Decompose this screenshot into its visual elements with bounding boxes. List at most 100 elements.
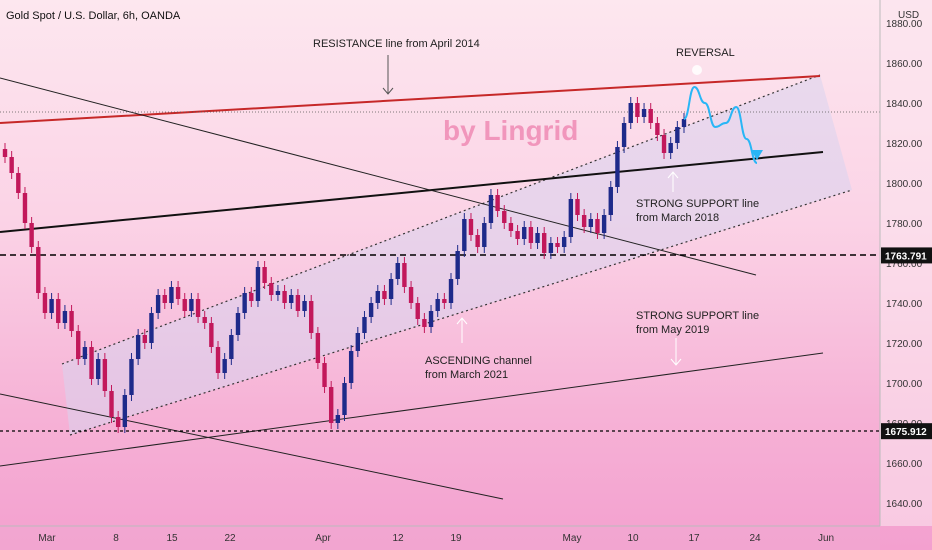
candle-body <box>255 267 261 301</box>
candle-body <box>309 301 314 333</box>
price-marker-label: 1763.791 <box>885 251 927 262</box>
annotation-channel-line1: ASCENDING channel <box>425 355 532 367</box>
y-tick-label: 1800.00 <box>886 179 923 190</box>
candle-body <box>16 173 21 193</box>
candle-body <box>115 417 121 427</box>
support-line-may-2019 <box>0 352 824 467</box>
candle-body <box>388 279 394 299</box>
candle-body <box>36 247 41 293</box>
candle-body <box>382 291 387 299</box>
candle-body <box>182 299 187 311</box>
candle-body <box>162 295 167 303</box>
candle-body <box>295 295 301 311</box>
candle-body <box>56 299 61 323</box>
candle-body <box>522 227 527 239</box>
y-tick-label: 1720.00 <box>886 339 923 350</box>
candle-body <box>442 299 447 303</box>
candle-body <box>49 299 54 313</box>
candle-body <box>515 231 520 239</box>
candle-body <box>641 109 647 117</box>
candle-body <box>89 347 94 379</box>
candle-body <box>302 301 307 311</box>
candle-body <box>468 219 474 235</box>
descending-line-lower <box>0 393 504 500</box>
support-2019-arrow-head <box>670 358 682 366</box>
candle-body <box>595 219 600 233</box>
candle-body <box>315 333 321 363</box>
annotation-support-2018-line2: from March 2018 <box>636 212 719 224</box>
candle-body <box>488 195 494 223</box>
resistance-line <box>0 75 821 124</box>
candle-body <box>355 333 361 351</box>
candle-body <box>229 335 234 359</box>
candle-body <box>42 293 48 313</box>
y-tick-label: 1640.00 <box>886 499 923 510</box>
candle-body <box>628 103 633 123</box>
x-tick-label: 12 <box>392 533 404 544</box>
annotation-support-2019-line2: from May 2019 <box>636 324 709 336</box>
candle-body <box>648 109 653 123</box>
candle-body <box>422 319 427 327</box>
candle-body <box>135 335 141 359</box>
candle-body <box>242 293 247 313</box>
price-markers: 1763.791 1675.912 <box>881 247 932 440</box>
candle-body <box>675 127 680 143</box>
x-tick-label: 8 <box>113 533 119 544</box>
candle-body <box>9 157 14 173</box>
candle-body <box>142 335 147 343</box>
candle-body <box>542 233 547 253</box>
candle-body <box>508 223 514 231</box>
candle-body <box>375 291 380 303</box>
candle-body <box>588 219 594 227</box>
candle-body <box>348 351 354 383</box>
candle-body <box>475 235 480 247</box>
x-tick-label: 24 <box>749 533 761 544</box>
candle-body <box>195 299 201 317</box>
watermark-text: by Lingrid <box>443 115 578 146</box>
descending-line-upper <box>0 77 757 276</box>
x-tick-label: 22 <box>224 533 236 544</box>
support-2018-arrow-head <box>667 171 679 179</box>
candle-body <box>189 299 194 311</box>
candle-body <box>282 291 287 303</box>
annotation-support-2019-line1: STRONG SUPPORT line <box>636 310 759 322</box>
candle-body <box>615 147 620 187</box>
candle-body <box>289 295 294 303</box>
annotation-support-2018-line1: STRONG SUPPORT line <box>636 198 759 210</box>
candle-body <box>222 359 227 373</box>
candle-body <box>428 311 434 327</box>
candle-body <box>528 227 534 243</box>
candle-body <box>209 323 214 347</box>
price-marker-label: 1675.912 <box>885 427 927 438</box>
projection-path <box>683 85 758 164</box>
candle-body <box>262 267 267 283</box>
x-tick-label: 10 <box>627 533 639 544</box>
y-tick-label: 1820.00 <box>886 139 923 150</box>
candle-body <box>655 123 660 135</box>
channel-arrow-head <box>456 317 468 325</box>
candle-body <box>548 243 554 253</box>
time-axis[interactable]: Mar 8 15 22 Apr 12 19 May 10 17 24 Jun <box>0 525 880 550</box>
candle-body <box>122 395 128 427</box>
candle-body <box>69 311 74 331</box>
candle-body <box>29 223 34 247</box>
candle-body <box>415 303 420 319</box>
candle-body <box>2 149 8 157</box>
candle-body <box>169 287 174 303</box>
candle-body <box>575 199 580 215</box>
candle-body <box>362 317 367 333</box>
candle-body <box>368 303 374 317</box>
y-tick-label: 1760.00 <box>886 259 923 270</box>
candle-body <box>129 359 134 395</box>
y-tick-label: 1780.00 <box>886 219 923 230</box>
candle-body <box>408 287 414 303</box>
price-marker-box <box>881 423 932 440</box>
candle-body <box>82 347 88 359</box>
y-tick-label: 1860.00 <box>886 59 923 70</box>
candle-body <box>608 187 613 215</box>
y-tick-label: 1740.00 <box>886 299 923 310</box>
candle-body <box>535 233 540 243</box>
candle-body <box>335 415 341 423</box>
